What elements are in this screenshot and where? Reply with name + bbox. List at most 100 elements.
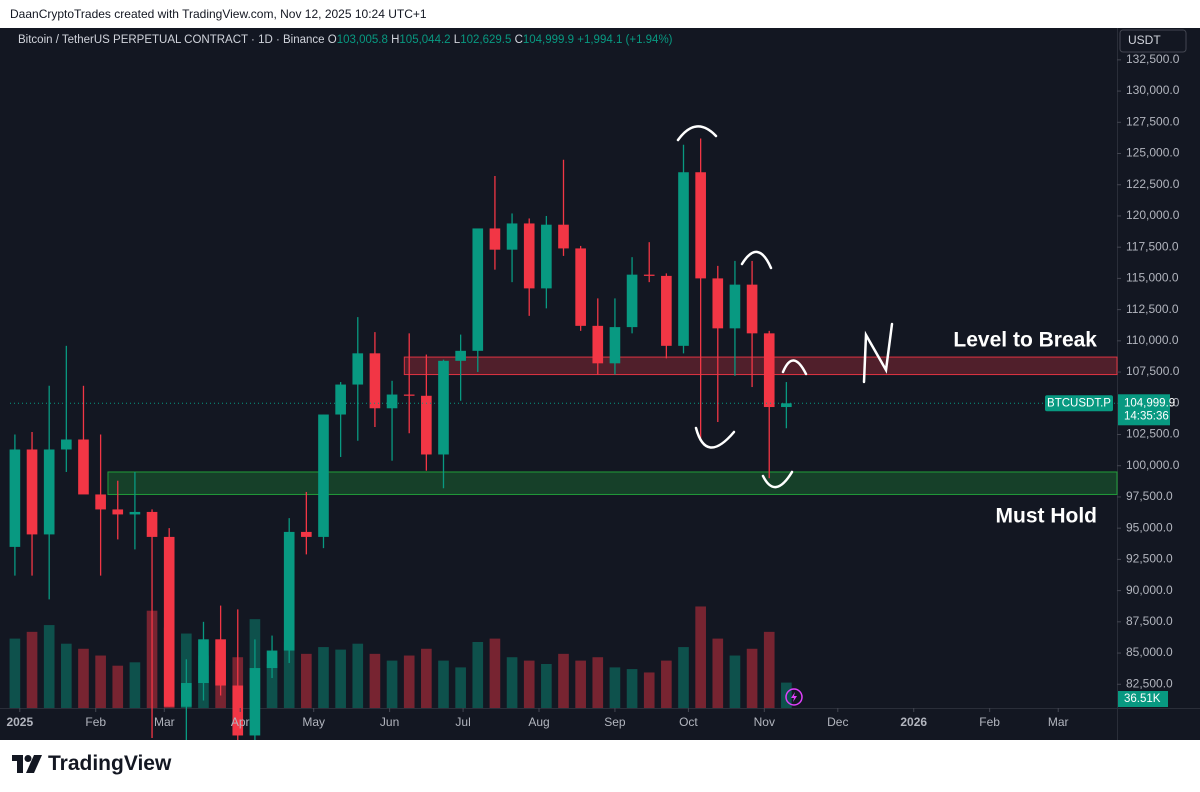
y-tick-label: 110,000.0 xyxy=(1126,333,1179,347)
ohlc-key: H xyxy=(391,34,399,46)
bottom-arc xyxy=(694,426,736,449)
candle-body xyxy=(43,449,55,535)
candle-body xyxy=(438,360,449,455)
x-tick-label: Oct xyxy=(679,715,698,729)
x-tick-label: Dec xyxy=(827,715,848,729)
candle-body xyxy=(283,531,295,651)
y-tick-label: 130,000.0 xyxy=(1126,83,1180,97)
x-tick-label: Mar xyxy=(154,715,175,729)
candle-body xyxy=(369,353,381,409)
volume-bar xyxy=(95,655,106,708)
volume-bar xyxy=(541,664,552,708)
candle-body xyxy=(455,350,466,361)
scribble xyxy=(862,322,894,384)
annotation: Level to Break xyxy=(953,328,1097,351)
volume-bar xyxy=(626,669,638,708)
x-tick-label: Jul xyxy=(455,715,470,729)
x-tick-label: 2026 xyxy=(900,715,927,729)
volume-bar xyxy=(61,643,72,708)
y-tick-label: 92,500.0 xyxy=(1126,552,1173,566)
x-tick-label: Apr xyxy=(231,715,250,729)
candle-body xyxy=(506,223,518,250)
candle-body xyxy=(695,172,706,279)
top-arc xyxy=(740,250,773,270)
currency: USDT xyxy=(1128,33,1161,47)
volume-bar xyxy=(369,653,381,708)
candle-body xyxy=(61,439,72,450)
volume-bar xyxy=(506,657,518,708)
ohlc-value: 102,629.5 xyxy=(460,34,511,46)
volume-bar xyxy=(438,660,449,708)
candles xyxy=(9,138,792,740)
volume-bar xyxy=(301,653,312,708)
attribution: DaanCryptoTrades created with TradingVie… xyxy=(0,0,1200,28)
logo-mark xyxy=(12,755,42,773)
candle-body xyxy=(232,685,244,736)
volume-bar xyxy=(661,660,672,708)
candle-body xyxy=(181,683,192,707)
logo: TradingView xyxy=(12,752,171,776)
axes: 82,500.0 85,000.0 87,500.0 90,000.0 92,500.0… xyxy=(6,52,1179,729)
candle-body xyxy=(661,275,672,346)
ohlc-key: O xyxy=(328,34,337,46)
y-tick-label: 97,500.0 xyxy=(1126,489,1173,503)
volume-bar xyxy=(318,647,329,708)
volume-bar xyxy=(643,672,655,708)
candle-body xyxy=(575,248,586,326)
ohlc-key: L xyxy=(454,34,461,46)
zone xyxy=(107,471,1118,495)
candle-body xyxy=(558,224,569,249)
volume-bar xyxy=(695,606,706,708)
candle-body xyxy=(729,284,741,329)
price-tag-text: 104,999.9 xyxy=(1124,397,1175,409)
y-tick-label: 112,500.0 xyxy=(1126,302,1179,316)
candle-body xyxy=(9,449,21,547)
y-tick-label: 102,500.0 xyxy=(1126,427,1180,441)
y-tick-label: 117,500.0 xyxy=(1126,239,1179,253)
x-tick-label: Feb xyxy=(979,715,1000,729)
zones xyxy=(107,356,1118,495)
candle-body xyxy=(643,274,655,276)
ohlc-value: +1,994.1 (+1.94%) xyxy=(577,34,672,46)
x-tick-label: Jun xyxy=(380,715,399,729)
ohlc-value: 103,005.8 xyxy=(337,34,388,46)
candle-body xyxy=(266,650,278,669)
price-tag xyxy=(1118,394,1170,426)
volume-bar xyxy=(112,665,124,708)
volume-bar xyxy=(266,664,278,708)
zone xyxy=(403,356,1118,376)
y-tick-label: 107,500.0 xyxy=(1126,364,1180,378)
volume-bar xyxy=(472,642,484,708)
x-tick-label: Nov xyxy=(754,715,775,729)
candle-body xyxy=(249,668,261,736)
candle-body xyxy=(129,511,141,515)
bottom-arc xyxy=(761,470,794,489)
volume-bar xyxy=(403,655,415,708)
top-arc xyxy=(781,359,808,376)
ohlc-key: C xyxy=(515,34,523,46)
candle-body xyxy=(335,384,346,415)
y-tick-label: 90,000.0 xyxy=(1126,583,1173,597)
volume-bar xyxy=(455,667,466,708)
volume-bar xyxy=(575,660,586,708)
volume-bar xyxy=(746,648,758,708)
candle-body xyxy=(26,449,38,535)
y-tick-label: 85,000.0 xyxy=(1126,645,1173,659)
countdown: 14:35:36 xyxy=(1124,410,1169,422)
candle-body xyxy=(112,509,124,515)
y-tick-label: 95,000.0 xyxy=(1126,520,1173,534)
symbol-title: Bitcoin / TetherUS PERPETUAL CONTRACT · … xyxy=(18,34,325,46)
volume-bar xyxy=(729,655,741,708)
candle-body xyxy=(215,639,226,686)
candle-body xyxy=(541,224,552,289)
candle-body xyxy=(523,223,535,289)
x-tick-label: Mar xyxy=(1048,715,1069,729)
candle-body xyxy=(403,394,415,396)
top-arc xyxy=(676,125,718,142)
labels: BTCUSDT.P 104,999.914:35:36 36.51K Level to… xyxy=(10,328,1175,707)
y-tick-label: 120,000.0 xyxy=(1126,208,1180,222)
volume-bar xyxy=(9,638,21,708)
logo-text: TradingView xyxy=(48,752,172,775)
candle-body xyxy=(592,325,604,364)
